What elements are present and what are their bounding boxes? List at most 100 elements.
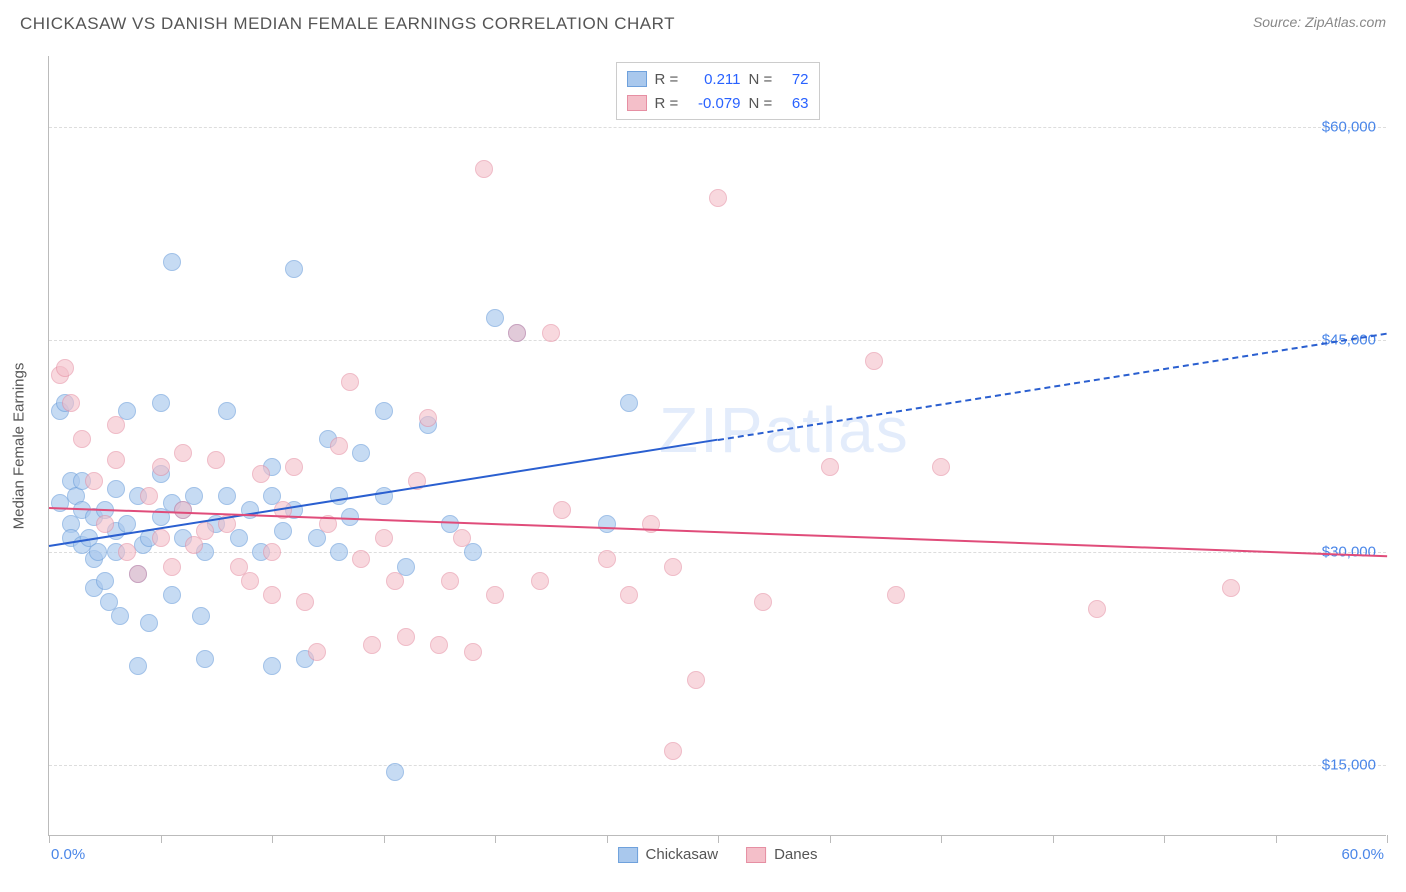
x-tick <box>1053 835 1054 843</box>
point-chickasaw[interactable] <box>140 614 158 632</box>
point-danes[interactable] <box>285 458 303 476</box>
point-danes[interactable] <box>207 451 225 469</box>
point-danes[interactable] <box>542 324 560 342</box>
x-tick <box>1387 835 1388 843</box>
r-label: R = <box>655 95 681 112</box>
point-danes[interactable] <box>865 352 883 370</box>
point-chickasaw[interactable] <box>196 650 214 668</box>
point-danes[interactable] <box>152 529 170 547</box>
point-danes[interactable] <box>118 543 136 561</box>
point-danes[interactable] <box>441 572 459 590</box>
legend-item-danes[interactable]: Danes <box>746 846 817 863</box>
point-danes[interactable] <box>163 558 181 576</box>
point-danes[interactable] <box>1222 579 1240 597</box>
point-danes[interactable] <box>352 550 370 568</box>
point-chickasaw[interactable] <box>230 529 248 547</box>
point-danes[interactable] <box>397 628 415 646</box>
point-danes[interactable] <box>296 593 314 611</box>
point-chickasaw[interactable] <box>89 543 107 561</box>
point-danes[interactable] <box>386 572 404 590</box>
point-danes[interactable] <box>174 444 192 462</box>
legend-item-chickasaw[interactable]: Chickasaw <box>618 846 719 863</box>
point-danes[interactable] <box>620 586 638 604</box>
point-chickasaw[interactable] <box>352 444 370 462</box>
point-chickasaw[interactable] <box>386 763 404 781</box>
point-danes[interactable] <box>932 458 950 476</box>
point-chickasaw[interactable] <box>218 402 236 420</box>
point-chickasaw[interactable] <box>163 586 181 604</box>
point-danes[interactable] <box>375 529 393 547</box>
point-chickasaw[interactable] <box>111 607 129 625</box>
point-chickasaw[interactable] <box>486 309 504 327</box>
point-chickasaw[interactable] <box>152 394 170 412</box>
point-chickasaw[interactable] <box>96 572 114 590</box>
point-danes[interactable] <box>56 359 74 377</box>
point-chickasaw[interactable] <box>375 487 393 505</box>
point-chickasaw[interactable] <box>285 260 303 278</box>
point-danes[interactable] <box>553 501 571 519</box>
point-danes[interactable] <box>687 671 705 689</box>
point-chickasaw[interactable] <box>620 394 638 412</box>
point-chickasaw[interactable] <box>129 657 147 675</box>
point-danes[interactable] <box>430 636 448 654</box>
point-danes[interactable] <box>107 451 125 469</box>
x-tick <box>830 835 831 843</box>
point-danes[interactable] <box>330 437 348 455</box>
gridline <box>49 127 1386 128</box>
point-danes[interactable] <box>85 472 103 490</box>
point-danes[interactable] <box>140 487 158 505</box>
point-chickasaw[interactable] <box>375 402 393 420</box>
point-chickasaw[interactable] <box>263 657 281 675</box>
point-chickasaw[interactable] <box>274 522 292 540</box>
x-tick <box>1276 835 1277 843</box>
point-chickasaw[interactable] <box>163 253 181 271</box>
point-chickasaw[interactable] <box>598 515 616 533</box>
point-danes[interactable] <box>363 636 381 654</box>
point-danes[interactable] <box>152 458 170 476</box>
point-danes[interactable] <box>129 565 147 583</box>
point-danes[interactable] <box>252 465 270 483</box>
point-danes[interactable] <box>464 643 482 661</box>
point-danes[interactable] <box>174 501 192 519</box>
point-danes[interactable] <box>263 543 281 561</box>
point-danes[interactable] <box>419 409 437 427</box>
point-chickasaw[interactable] <box>118 515 136 533</box>
stats-row-danes: R = -0.079 N = 63 <box>627 91 809 115</box>
point-danes[interactable] <box>475 160 493 178</box>
point-danes[interactable] <box>1088 600 1106 618</box>
point-chickasaw[interactable] <box>464 543 482 561</box>
point-danes[interactable] <box>531 572 549 590</box>
point-danes[interactable] <box>821 458 839 476</box>
x-tick <box>495 835 496 843</box>
point-danes[interactable] <box>341 373 359 391</box>
n-value-chickasaw: 72 <box>783 71 809 88</box>
point-danes[interactable] <box>241 572 259 590</box>
point-chickasaw[interactable] <box>330 543 348 561</box>
point-danes[interactable] <box>96 515 114 533</box>
n-label: N = <box>749 71 775 88</box>
point-danes[interactable] <box>754 593 772 611</box>
point-chickasaw[interactable] <box>107 480 125 498</box>
point-danes[interactable] <box>308 643 326 661</box>
point-danes[interactable] <box>664 558 682 576</box>
point-danes[interactable] <box>263 586 281 604</box>
point-chickasaw[interactable] <box>192 607 210 625</box>
point-danes[interactable] <box>598 550 616 568</box>
point-danes[interactable] <box>664 742 682 760</box>
point-danes[interactable] <box>508 324 526 342</box>
point-danes[interactable] <box>107 416 125 434</box>
point-danes[interactable] <box>486 586 504 604</box>
point-danes[interactable] <box>196 522 214 540</box>
r-value-danes: -0.079 <box>689 95 741 112</box>
point-chickasaw[interactable] <box>218 487 236 505</box>
point-danes[interactable] <box>73 430 91 448</box>
point-danes[interactable] <box>887 586 905 604</box>
chart-title: CHICKASAW VS DANISH MEDIAN FEMALE EARNIN… <box>20 14 675 33</box>
scatter-plot-area: Median Female Earnings ZIPatlas R = 0.21… <box>48 56 1386 836</box>
point-danes[interactable] <box>62 394 80 412</box>
y-tick-label: $15,000 <box>1322 757 1376 774</box>
point-danes[interactable] <box>709 189 727 207</box>
x-tick <box>272 835 273 843</box>
point-danes[interactable] <box>453 529 471 547</box>
n-value-danes: 63 <box>783 95 809 112</box>
